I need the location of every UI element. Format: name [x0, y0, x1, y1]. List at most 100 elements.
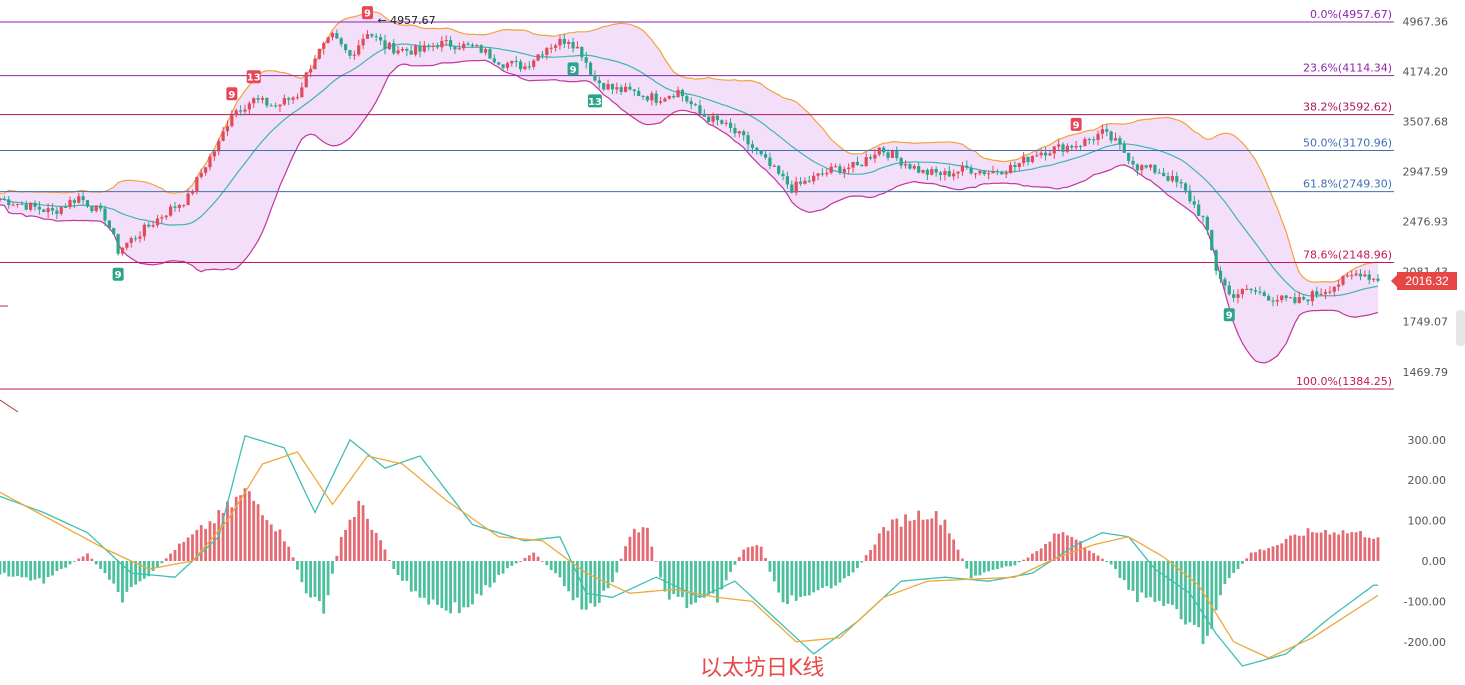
macd-hist-bar [138, 561, 142, 582]
macd-hist-bar [860, 561, 864, 563]
macd-hist-bar [1337, 534, 1341, 561]
candle-body [427, 45, 431, 47]
macd-hist-bar [379, 540, 382, 561]
scroll-handle[interactable] [1456, 310, 1465, 346]
candle-body [873, 154, 877, 159]
macd-hist-bar [453, 561, 457, 603]
macd-hist-bar [492, 561, 496, 583]
candle-body [803, 180, 807, 184]
macd-hist-bar [751, 546, 754, 561]
candle-body [947, 170, 951, 177]
macd-hist-bar [1271, 546, 1275, 561]
macd-hist-bar [1044, 543, 1047, 561]
candle-body [1004, 172, 1008, 175]
candle-body [1105, 129, 1109, 132]
macd-hist-bar [1227, 561, 1231, 579]
macd-hist-bar [121, 561, 124, 603]
candle-body [77, 196, 81, 203]
candle-body [1162, 172, 1166, 177]
macd-hist-bar [296, 561, 299, 570]
macd-hist-bar [125, 561, 129, 592]
candle-body [343, 44, 348, 51]
candle-body [475, 45, 479, 47]
candle-body [1127, 152, 1131, 161]
macd-hist-bar [1149, 561, 1152, 598]
candle-body [978, 170, 982, 174]
macd-hist-bar [392, 561, 396, 570]
candle-body [851, 161, 855, 168]
candle-body [1065, 145, 1070, 152]
td-marker-label-5: 13 [588, 97, 602, 108]
candle-body [781, 173, 785, 177]
candle-body [68, 200, 72, 208]
macd-hist-bar [1359, 531, 1362, 561]
macd-hist-bar [331, 561, 334, 574]
candle-body [300, 87, 304, 98]
macd-hist-bar [1013, 561, 1017, 566]
macd-hist-bar [357, 500, 361, 561]
price-tick-0: 4967.36 [1403, 15, 1449, 28]
candle-body [1043, 152, 1048, 156]
candle-body [81, 196, 85, 201]
macd-hist-bar [637, 532, 641, 561]
macd-hist-bar [584, 561, 588, 610]
candle-body [387, 42, 391, 50]
macd-hist-bar [567, 561, 571, 592]
macd-hist-bar [799, 561, 802, 597]
macd-hist-bar [510, 561, 514, 566]
macd-hist-bar [1328, 534, 1332, 561]
macd-hist-bar [1118, 561, 1122, 578]
bollinger-lower-line [0, 59, 1379, 364]
candle-body [116, 234, 120, 254]
macd-hist-bar [55, 561, 59, 571]
macd-hist-bar [313, 561, 317, 597]
macd-hist-bar [317, 561, 321, 602]
macd-hist-bar [1293, 534, 1297, 561]
candle-body [973, 173, 978, 175]
macd-hist-bar [1284, 538, 1288, 561]
candle-body [715, 115, 720, 121]
macd-hist-bar [142, 561, 146, 579]
macd-hist-bar [632, 528, 636, 561]
macd-hist-bar [497, 561, 501, 575]
macd-hist-bar [42, 561, 46, 584]
candle-body [1122, 144, 1126, 153]
macd-hist-bar [716, 561, 719, 603]
candle-body [514, 60, 518, 62]
macd-hist-bar [506, 561, 509, 569]
candle-body [1113, 138, 1118, 141]
candle-body [1232, 294, 1236, 298]
candle-body [422, 45, 426, 52]
macd-hist-bar [794, 561, 798, 601]
td-marker-label-3: 9 [364, 9, 371, 20]
candle-body [29, 202, 33, 210]
candle-body [1000, 172, 1004, 175]
macd-hist-bar [1302, 535, 1306, 561]
macd-hist-bar [107, 561, 111, 580]
macd-hist-bar [816, 561, 820, 591]
macd-hist-bar [300, 561, 304, 583]
macd-hist-bar [519, 561, 522, 562]
macd-hist-bar [230, 507, 234, 561]
macd-hist-bar [287, 546, 291, 561]
macd-hist-bar [265, 519, 269, 561]
macd-hist-bar [611, 561, 614, 583]
candle-body [1148, 164, 1153, 168]
macd-hist-bar [2, 561, 6, 573]
candle-body [663, 98, 667, 102]
candle-body [230, 115, 234, 127]
candle-body [1157, 172, 1161, 174]
candle-body [829, 166, 833, 173]
macd-hist-bar [1061, 532, 1065, 561]
candle-body [860, 164, 864, 167]
macd-hist-bar [81, 556, 85, 561]
macd-hist-bar [1315, 532, 1319, 561]
candle-body [1275, 300, 1279, 302]
macd-hist-bar [1188, 561, 1192, 623]
macd-hist-bar [33, 561, 37, 580]
candle-body [409, 50, 413, 55]
macd-hist-bar [969, 561, 973, 579]
candle-body [733, 128, 737, 134]
macd-hist-bar [834, 561, 837, 586]
candle-body [505, 63, 510, 68]
